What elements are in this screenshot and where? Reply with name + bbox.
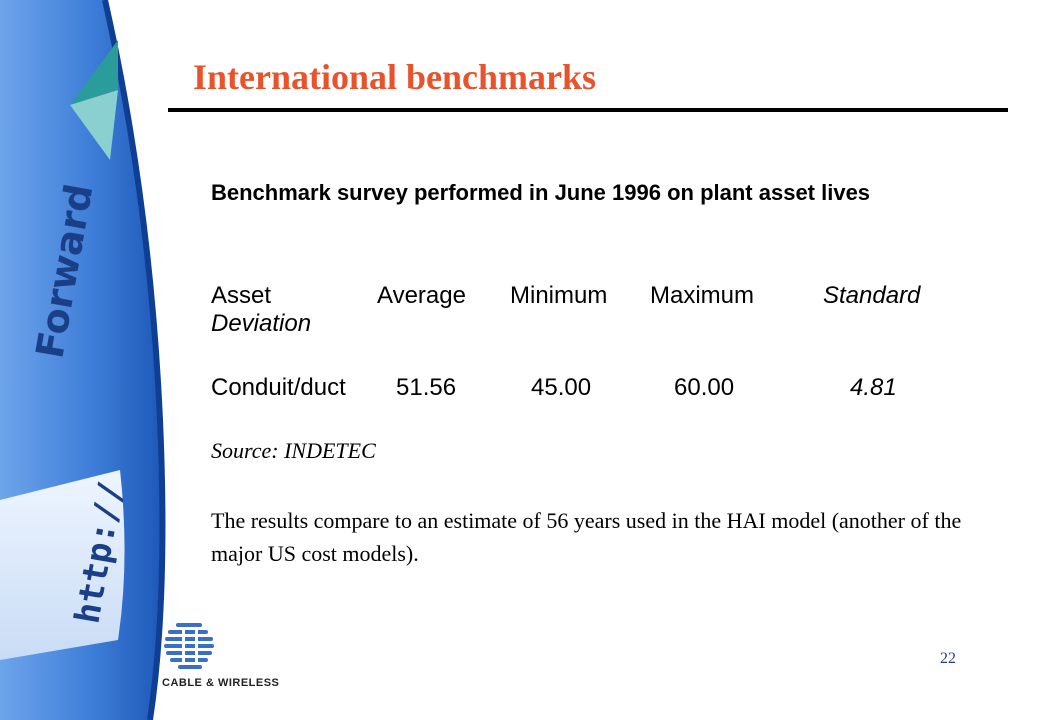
page-number: 22 — [940, 650, 956, 667]
cell-minimum: 45.00 — [531, 374, 592, 401]
source-citation: Source: INDETEC — [211, 438, 376, 463]
cell-asset: Conduit/duct — [211, 374, 346, 401]
globe-stripes-icon — [164, 623, 214, 669]
browser-art-decoration: Forward http:// — [0, 0, 175, 720]
header-average: Average — [377, 282, 466, 309]
header-asset: Asset — [211, 282, 272, 309]
header-minimum: Minimum — [510, 282, 608, 309]
title-divider — [168, 108, 1008, 112]
logo-wordmark: CABLE & WIRELESS — [162, 677, 280, 689]
cell-average: 51.56 — [396, 374, 457, 401]
company-logo: CABLE & WIRELESS — [162, 620, 297, 695]
cell-maximum: 60.00 — [674, 374, 735, 401]
cell-std-dev: 4.81 — [850, 374, 897, 401]
header-maximum: Maximum — [650, 282, 755, 309]
slide-title: International benchmarks — [193, 57, 597, 97]
header-deviation: Deviation — [211, 310, 312, 337]
intro-text: Benchmark survey performed in June 1996 … — [211, 180, 871, 205]
header-standard: Standard — [823, 282, 921, 309]
note-paragraph: The results compare to an estimate of 56… — [211, 508, 962, 566]
browser-art-icon: Forward http:// — [0, 0, 166, 720]
